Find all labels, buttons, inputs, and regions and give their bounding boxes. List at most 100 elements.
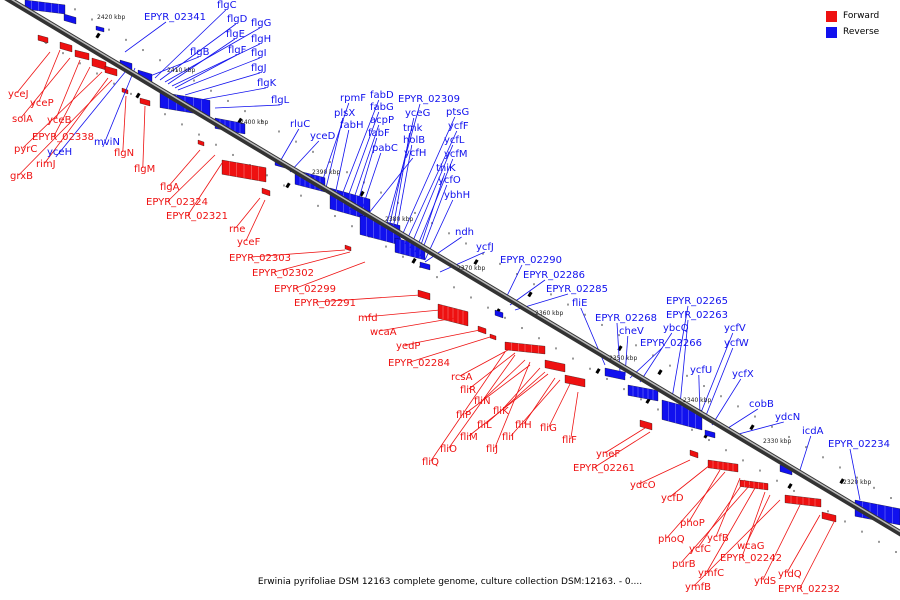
feature-marker bbox=[473, 259, 479, 265]
feature-marker bbox=[237, 117, 243, 124]
forward-track-dot bbox=[130, 92, 132, 95]
forward-leader bbox=[235, 197, 261, 229]
axis-ticks: 2420 kbp 2410 kbp 2400 kbp 2390 kbp 2380 kbp… bbox=[97, 14, 871, 486]
axis-tick-label: 2340 kbp bbox=[683, 397, 711, 404]
reverse-leader bbox=[354, 137, 378, 213]
forward-gene-label: flgN bbox=[114, 148, 134, 159]
reverse-gene-label: flgE bbox=[226, 29, 245, 40]
feature-marker bbox=[595, 368, 601, 374]
reverse-leader bbox=[174, 54, 237, 89]
reverse-leader bbox=[171, 43, 260, 87]
reverse-leader bbox=[164, 27, 260, 83]
reverse-gene-label: EPYR_02265 bbox=[666, 296, 728, 307]
feature-marker bbox=[135, 92, 141, 99]
forward-gene-block bbox=[197, 139, 205, 147]
reverse-track-dot bbox=[210, 89, 212, 92]
reverse-leader bbox=[177, 57, 260, 91]
forward-track-dot bbox=[691, 428, 693, 431]
forward-leader bbox=[167, 154, 216, 202]
forward-gene-label: fliI bbox=[502, 432, 514, 443]
reverse-leader bbox=[364, 157, 414, 219]
reverse-gene-label: ybhH bbox=[444, 190, 470, 201]
reverse-leader bbox=[699, 332, 734, 416]
forward-track-dot bbox=[164, 113, 166, 116]
forward-leader bbox=[688, 469, 721, 523]
forward-gene-block bbox=[91, 57, 107, 71]
forward-gene-label: yceF bbox=[237, 237, 261, 248]
reverse-leader bbox=[734, 421, 784, 436]
forward-gene-label: fliF bbox=[562, 435, 577, 446]
forward-track-dot bbox=[113, 82, 115, 85]
reverse-gene-label: fliE bbox=[572, 298, 587, 309]
forward-track-dot bbox=[538, 337, 540, 340]
reverse-gene-label: ptsG bbox=[446, 107, 469, 118]
reverse-leader bbox=[439, 251, 485, 273]
forward-gene-label: EPYR_02324 bbox=[146, 197, 208, 208]
reverse-gene-label: EPYR_02263 bbox=[666, 310, 728, 321]
forward-gene-label: yneF bbox=[596, 449, 620, 460]
axis-tick-label: 2400 kbp bbox=[240, 119, 268, 126]
forward-gene-block bbox=[37, 34, 49, 44]
forward-leader bbox=[548, 383, 571, 428]
reverse-gene-label: ycfX bbox=[732, 369, 754, 380]
reverse-leader bbox=[387, 117, 415, 233]
reverse-gene-label: EPYR_02290 bbox=[500, 255, 562, 266]
reverse-track-dot bbox=[873, 486, 875, 489]
forward-track-dot bbox=[827, 510, 829, 513]
legend-reverse: Reverse bbox=[826, 24, 892, 40]
axis-tick-label: 2380 kbp bbox=[385, 216, 413, 223]
reverse-track-dot bbox=[278, 130, 280, 133]
forward-leader bbox=[706, 487, 756, 573]
reverse-gene-label: yceD bbox=[310, 131, 336, 142]
forward-leader bbox=[18, 79, 113, 176]
forward-track-dot bbox=[283, 184, 285, 187]
reverse-track-dot bbox=[669, 364, 671, 367]
forward-leader bbox=[762, 504, 801, 581]
reverse-swatch bbox=[826, 26, 837, 38]
forward-gene-label: rne bbox=[229, 224, 245, 235]
axis-tick-label: 2410 kbp bbox=[167, 67, 195, 74]
reverse-track-dot bbox=[516, 273, 518, 276]
reverse-track-dot bbox=[754, 415, 756, 418]
reverse-leader bbox=[344, 111, 380, 206]
reverse-gene-label: EPYR_02341 bbox=[144, 12, 206, 23]
forward-gene-label: phoQ bbox=[658, 534, 685, 545]
forward-gene-label: phoP bbox=[680, 518, 705, 529]
reverse-gene-label: ydcN bbox=[775, 412, 800, 423]
reverse-gene-label: flgG bbox=[251, 18, 271, 29]
reverse-leader bbox=[724, 408, 759, 431]
forward-gene-label: yceP bbox=[30, 98, 54, 109]
reverse-gene-block bbox=[494, 309, 504, 319]
forward-gene-label: fliJ bbox=[486, 444, 498, 455]
reverse-track-dot bbox=[397, 201, 399, 204]
reverse-track-dot bbox=[737, 405, 739, 408]
forward-gene-label: fliN bbox=[474, 396, 491, 407]
forward-leader bbox=[55, 59, 81, 120]
forward-track-dot bbox=[708, 439, 710, 442]
reverse-gene-label: ndh bbox=[455, 227, 474, 238]
forward-track-dot bbox=[589, 367, 591, 370]
forward-gene-label: fliR bbox=[460, 385, 476, 396]
forward-gene-block bbox=[344, 244, 352, 252]
reverse-leader bbox=[184, 72, 260, 96]
reverse-gene-block bbox=[63, 13, 77, 25]
reverse-gene-label: ycfW bbox=[724, 338, 749, 349]
forward-track-dot bbox=[844, 520, 846, 523]
reverse-track-dot bbox=[91, 18, 93, 21]
reverse-track-dot bbox=[227, 99, 229, 102]
reverse-leader bbox=[55, 65, 131, 158]
reverse-gene-label: flgH bbox=[251, 34, 271, 45]
forward-gene-block bbox=[139, 97, 151, 107]
forward-leader bbox=[273, 251, 351, 273]
reverse-gene-label: pabC bbox=[372, 143, 398, 154]
reverse-gene-label: EPYR_02309 bbox=[398, 94, 460, 105]
forward-gene-block bbox=[489, 333, 497, 341]
reverse-gene-label: cheV bbox=[619, 326, 644, 337]
axis-tick-label: 2390 kbp bbox=[312, 169, 340, 176]
reverse-leader bbox=[391, 132, 410, 236]
reverse-gene-label: plsX bbox=[334, 108, 355, 119]
reverse-track-dot bbox=[159, 59, 161, 62]
feature-marker bbox=[749, 424, 755, 431]
reverse-leader bbox=[504, 264, 523, 301]
reverse-gene-label: ycfF bbox=[448, 121, 469, 132]
